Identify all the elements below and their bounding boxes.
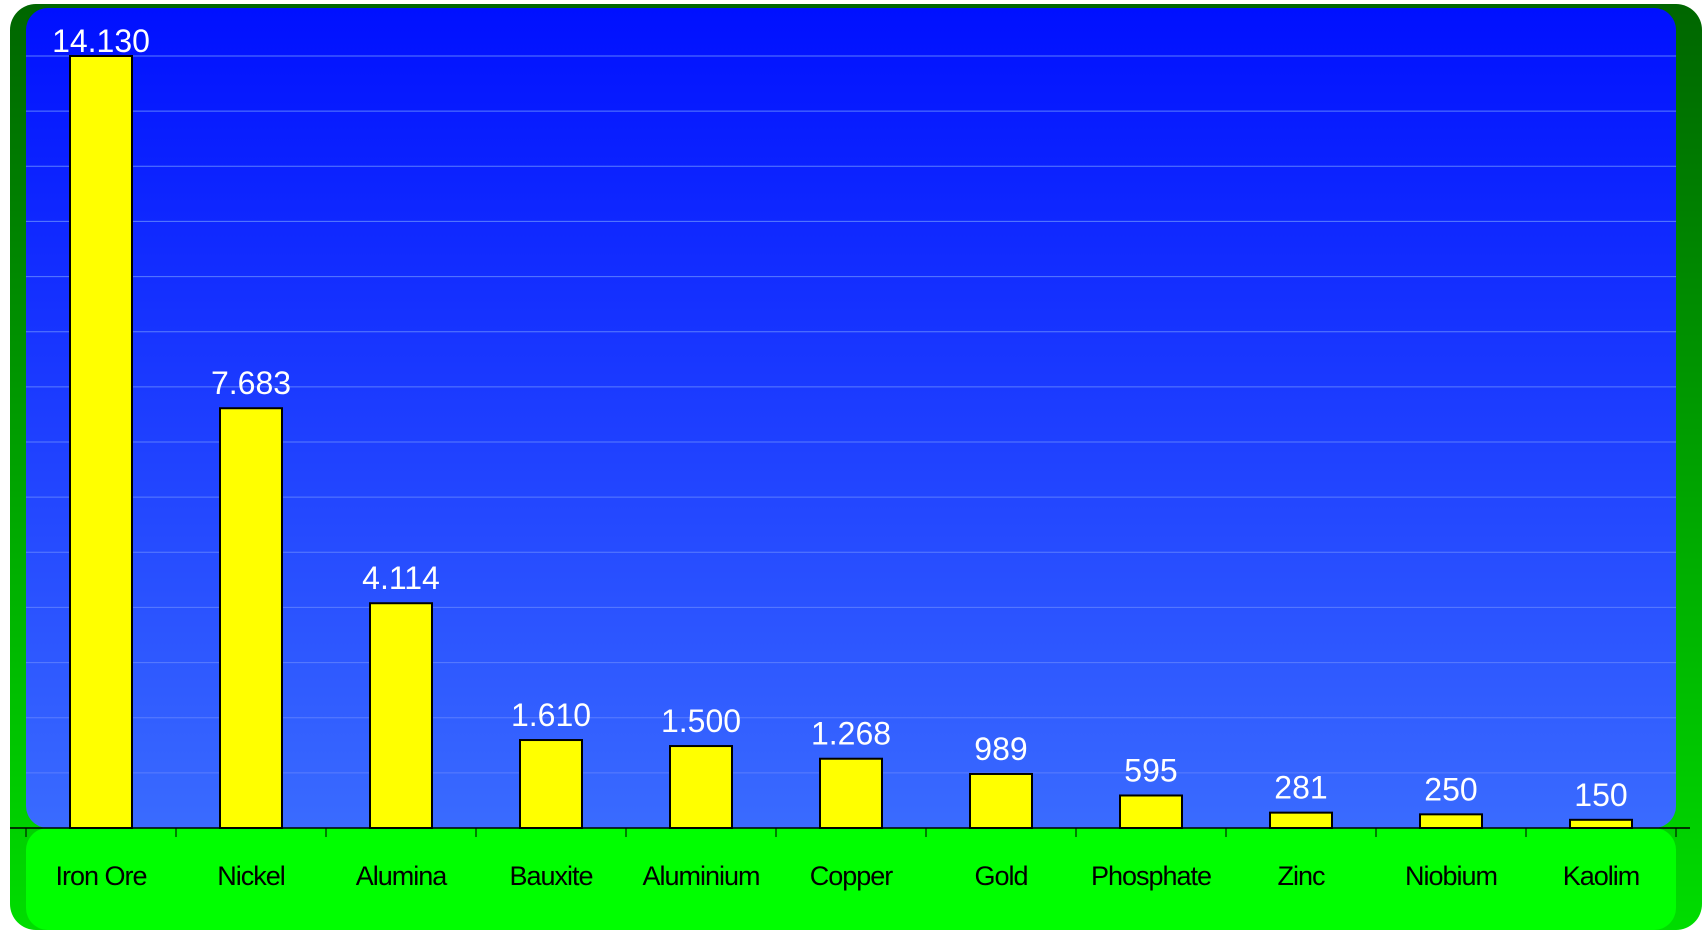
data-label: 14.130 xyxy=(52,23,150,59)
x-tick-label: Kaolim xyxy=(1563,861,1640,891)
x-tick-label: Aluminium xyxy=(642,861,759,891)
data-label: 1.500 xyxy=(661,703,741,739)
x-tick-label: Bauxite xyxy=(509,861,592,891)
data-label: 4.114 xyxy=(362,560,440,596)
data-labels: 14.130 7.683 4.114 1.610 1.500 1.268 989 595 281… xyxy=(52,23,1628,813)
x-tick-label: Zinc xyxy=(1277,861,1325,891)
bar-kaolim xyxy=(1569,818,1633,830)
bar-bauxite xyxy=(519,739,583,829)
bar-aluminium xyxy=(669,745,733,829)
x-tick-label: Copper xyxy=(810,861,894,891)
data-label: 1.268 xyxy=(811,716,891,752)
data-label: 281 xyxy=(1274,770,1327,806)
data-label: 7.683 xyxy=(211,365,291,401)
bar-iron-ore xyxy=(69,55,133,829)
bar-niobium xyxy=(1419,813,1483,830)
data-label: 150 xyxy=(1574,777,1627,813)
bar-gold xyxy=(969,772,1033,829)
plot-area xyxy=(26,8,1676,828)
data-label: 250 xyxy=(1424,771,1477,807)
bar-alumina xyxy=(369,602,433,829)
chart-floor xyxy=(26,828,1676,930)
x-tick-label: Gold xyxy=(974,861,1027,891)
data-label: 595 xyxy=(1124,752,1177,788)
x-tick-label: Nickel xyxy=(217,861,285,891)
bar-phosphate xyxy=(1119,794,1183,830)
x-tick-label: Niobium xyxy=(1405,861,1497,891)
data-label: 1.610 xyxy=(511,697,591,733)
bars xyxy=(69,55,1633,830)
gridlines xyxy=(26,55,1676,774)
data-label: 989 xyxy=(974,731,1027,767)
x-axis: Iron Ore Nickel Alumina Bauxite Aluminium Cop… xyxy=(10,827,1690,891)
bar-zinc xyxy=(1269,811,1333,829)
x-tick-label: Iron Ore xyxy=(55,861,146,891)
x-tick-label: Alumina xyxy=(356,861,449,891)
bar-nickel xyxy=(219,407,283,829)
x-tick-label: Phosphate xyxy=(1091,861,1211,891)
bar-copper xyxy=(819,757,883,830)
